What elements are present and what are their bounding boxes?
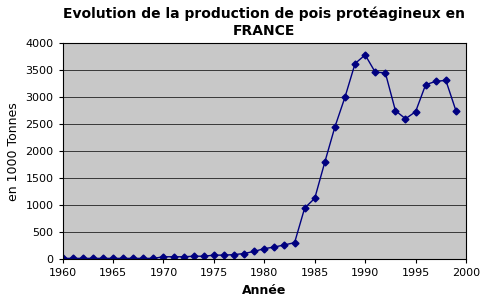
X-axis label: Année: Année (242, 284, 286, 297)
Y-axis label: en 1000 Tonnes: en 1000 Tonnes (7, 102, 20, 201)
Title: Evolution de la production de pois protéagineux en
FRANCE: Evolution de la production de pois proté… (63, 7, 465, 38)
